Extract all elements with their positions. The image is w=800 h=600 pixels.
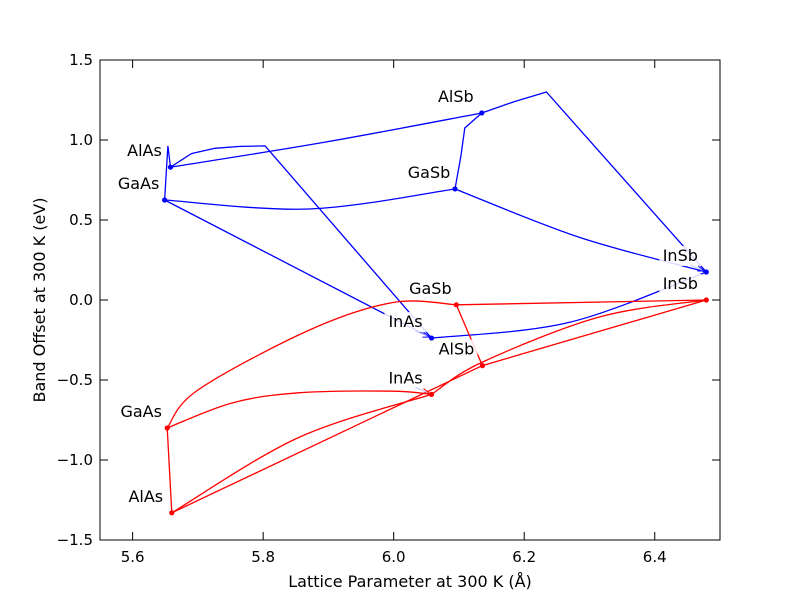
label-background <box>120 402 163 422</box>
x-axis-label: Lattice Parameter at 300 K (Å) <box>288 572 532 591</box>
annotation-arrow <box>415 330 429 338</box>
alloy-curves <box>163 91 707 514</box>
y-tick-label: 0.0 <box>69 291 93 309</box>
y-tick-label: 0.5 <box>69 211 93 229</box>
blue-alloy-curve <box>164 188 456 210</box>
red-point-alsb <box>479 363 486 369</box>
label-background <box>384 312 427 333</box>
blue-label-inas: InAs <box>388 312 422 331</box>
blue-label-gasb: GaSb <box>408 163 451 182</box>
annotation-arrowhead <box>422 388 431 394</box>
annotation-arrow <box>690 264 704 272</box>
red-label-insb: InSb <box>663 274 698 293</box>
red-alloy-curve <box>166 300 457 429</box>
label-background <box>408 162 451 183</box>
red-point-gasb <box>453 302 459 308</box>
y-tick-label: −0.5 <box>57 371 93 389</box>
red-label-alas: AlAs <box>128 487 163 506</box>
x-tick-label: 6.0 <box>382 548 406 566</box>
red-alloy-curve <box>455 304 483 366</box>
x-tick-label: 5.8 <box>251 548 275 566</box>
y-tick-label: −1.0 <box>57 451 93 469</box>
red-alloy-curve <box>171 365 483 514</box>
red-alloy-curve <box>171 393 432 514</box>
x-tick-label: 6.2 <box>512 548 536 566</box>
plot-background <box>100 60 720 540</box>
label-background <box>124 486 167 507</box>
red-label-inas: InAs <box>388 368 422 387</box>
y-tick-label: −1.5 <box>57 531 93 549</box>
red-point-alas <box>169 510 175 516</box>
red-point-inas <box>428 391 435 397</box>
blue-point-gasb <box>452 186 458 192</box>
red-alloy-curve <box>482 299 707 367</box>
blue-alloy-curve <box>170 112 482 168</box>
blue-label-insb: InSb <box>663 246 698 265</box>
blue-point-alas <box>167 164 174 170</box>
blue-label-alsb: AlSb <box>438 87 474 106</box>
red-alloy-curve <box>456 299 707 306</box>
compound-markers <box>162 110 709 516</box>
red-point-gaas <box>164 425 170 431</box>
axis-ticks: 5.6 5.8 6.0 6.2 6.4 −1.5 −1.0 −0.5 0.0 0.5 1.0 1.5 <box>57 51 720 566</box>
blue-point-alsb <box>479 110 485 116</box>
label-background <box>384 368 427 389</box>
y-axis-label: Band Offset at 300 K (eV) <box>30 198 49 403</box>
red-label-gasb: GaSb <box>409 279 452 298</box>
y-tick-label: 1.5 <box>69 51 93 69</box>
label-background <box>117 174 160 194</box>
annotation-arrowhead <box>422 331 431 338</box>
x-tick-label: 6.4 <box>643 548 667 566</box>
blue-alloy-curve <box>454 112 483 190</box>
red-label-alsb: AlSb <box>439 340 475 359</box>
red-alloy-curve <box>431 299 707 395</box>
red-alloy-curve <box>166 427 173 513</box>
compound-labels: AlAs GaAs GaSb AlSb InSb InAs GaAs AlAs GaSb AlSb… <box>117 86 706 507</box>
blue-point-insb <box>703 269 709 275</box>
label-background <box>123 141 166 162</box>
red-point-insb <box>703 297 709 303</box>
y-tick-label: 1.0 <box>69 131 93 149</box>
label-background <box>659 274 702 294</box>
label-background <box>659 246 702 266</box>
label-background <box>409 278 452 299</box>
annotation-arrowhead <box>697 265 706 272</box>
blue-alloy-curve <box>170 145 432 339</box>
blue-label-alas: AlAs <box>127 141 162 160</box>
annotation-arrow <box>415 386 429 394</box>
red-label-gaas: GaAs <box>120 402 161 421</box>
blue-point-gaas <box>162 197 168 203</box>
x-tick-label: 5.6 <box>121 548 145 566</box>
red-alloy-curve <box>166 390 432 429</box>
blue-label-gaas: GaAs <box>118 174 159 193</box>
blue-alloy-curve <box>163 145 172 201</box>
blue-alloy-curve <box>481 91 707 273</box>
label-background <box>435 339 478 360</box>
label-background <box>434 86 477 107</box>
blue-point-inas <box>428 335 435 341</box>
